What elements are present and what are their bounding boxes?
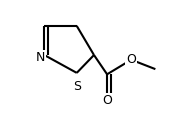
Text: O: O [126, 53, 136, 66]
Text: O: O [102, 94, 112, 107]
Text: N: N [35, 51, 45, 64]
Text: S: S [73, 81, 81, 93]
